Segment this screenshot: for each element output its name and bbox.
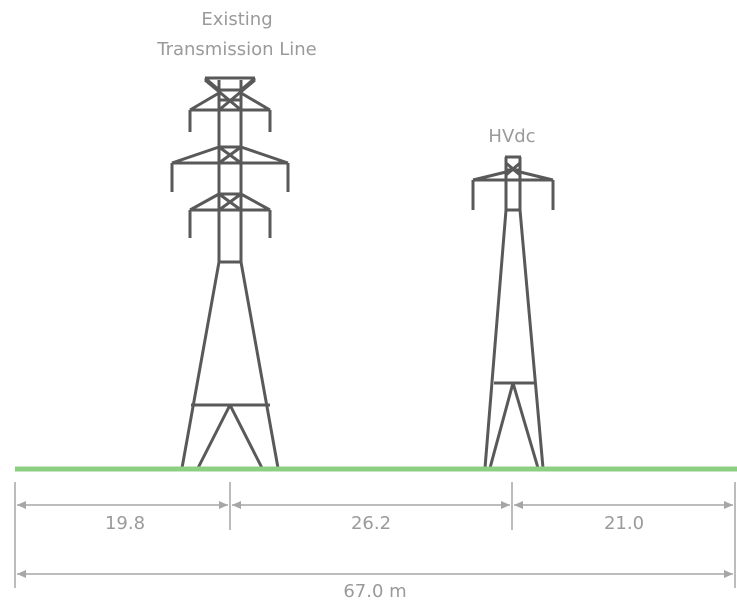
- dimension-label: 21.0: [604, 513, 644, 534]
- tower-label: HVdc: [488, 126, 535, 147]
- existing-tower: [170, 76, 290, 469]
- dimension-lines: [14, 482, 736, 588]
- dimension-label: 67.0 m: [343, 581, 406, 602]
- tower-label: Transmission Line: [156, 39, 317, 60]
- hvdc-tower: [471, 155, 555, 469]
- tower-label: Existing: [201, 9, 272, 30]
- dimension-label: 19.8: [105, 513, 145, 534]
- dimension-label: 26.2: [351, 513, 391, 534]
